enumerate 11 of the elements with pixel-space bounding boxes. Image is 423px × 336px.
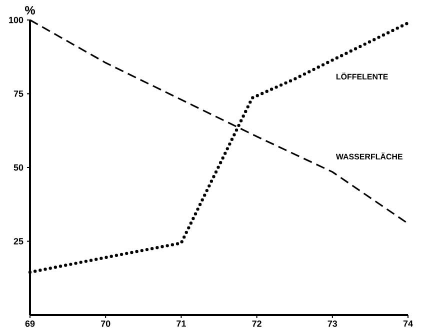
x-tick-label: 70 bbox=[101, 320, 110, 327]
x-tick-label: 69 bbox=[25, 320, 35, 327]
y-tick-label: 100 bbox=[9, 16, 24, 24]
y-tick-label: 50 bbox=[14, 164, 24, 171]
x-tick-label: 71 bbox=[176, 320, 186, 327]
x-tick-label: 72 bbox=[252, 320, 262, 327]
y-axis-title: % bbox=[24, 6, 35, 14]
y-tick-label: 75 bbox=[14, 90, 24, 97]
y-tick-label: 25 bbox=[14, 238, 24, 244]
x-tick-label: 73 bbox=[328, 320, 338, 327]
x-tick-label: 74 bbox=[403, 320, 413, 327]
